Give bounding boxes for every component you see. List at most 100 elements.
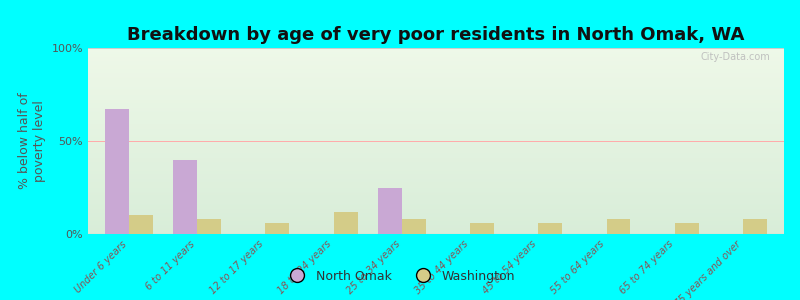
Bar <box>88 220 784 221</box>
Bar <box>88 143 784 144</box>
Bar <box>105 110 129 234</box>
Bar <box>88 49 784 50</box>
Bar <box>88 109 784 110</box>
Bar <box>88 206 784 207</box>
Bar <box>88 58 784 59</box>
Bar <box>88 60 784 61</box>
Title: Breakdown by age of very poor residents in North Omak, WA: Breakdown by age of very poor residents … <box>127 26 745 44</box>
Bar <box>88 165 784 166</box>
Bar <box>88 183 784 184</box>
Bar <box>88 146 784 147</box>
Bar <box>88 64 784 65</box>
Bar <box>88 104 784 105</box>
Bar <box>88 52 784 53</box>
Bar <box>88 84 784 85</box>
Bar <box>88 135 784 136</box>
Bar <box>88 214 784 215</box>
Bar <box>88 210 784 211</box>
Bar <box>88 155 784 156</box>
Bar <box>88 233 784 234</box>
Bar <box>88 132 784 133</box>
Bar <box>88 212 784 213</box>
Bar <box>88 138 784 139</box>
Bar <box>88 73 784 74</box>
Bar <box>88 221 784 222</box>
Bar <box>88 196 784 197</box>
Bar <box>88 74 784 75</box>
Bar <box>88 90 784 91</box>
Bar <box>88 82 784 83</box>
Bar <box>88 68 784 69</box>
Bar <box>88 162 784 163</box>
Bar <box>88 184 784 185</box>
Bar <box>88 190 784 191</box>
Bar <box>88 223 784 224</box>
Bar <box>88 123 784 124</box>
Bar <box>129 215 153 234</box>
Bar <box>88 160 784 161</box>
Bar <box>88 164 784 165</box>
Bar <box>88 97 784 98</box>
Bar <box>88 173 784 174</box>
Bar <box>88 140 784 141</box>
Bar <box>88 176 784 177</box>
Bar <box>88 94 784 95</box>
Bar <box>88 102 784 103</box>
Bar <box>88 71 784 72</box>
Bar <box>88 107 784 108</box>
Bar <box>88 222 784 223</box>
Bar <box>88 115 784 116</box>
Bar <box>88 112 784 113</box>
Bar <box>88 88 784 89</box>
Bar <box>88 113 784 114</box>
Bar <box>88 182 784 183</box>
Bar <box>88 218 784 219</box>
Bar <box>88 228 784 229</box>
Bar <box>88 61 784 62</box>
Bar <box>88 232 784 233</box>
Bar <box>88 126 784 127</box>
Bar <box>88 66 784 67</box>
Bar <box>266 223 290 234</box>
Bar <box>88 198 784 199</box>
Bar <box>88 187 784 188</box>
Bar <box>88 48 784 49</box>
Bar <box>88 55 784 56</box>
Bar <box>88 179 784 180</box>
Bar <box>88 72 784 73</box>
Bar <box>88 105 784 106</box>
Bar <box>88 103 784 104</box>
Bar <box>88 168 784 169</box>
Bar <box>88 124 784 125</box>
Bar <box>334 212 358 234</box>
Bar <box>88 153 784 154</box>
Bar <box>88 197 784 198</box>
Bar <box>88 181 784 182</box>
Bar <box>88 93 784 94</box>
Bar <box>88 96 784 97</box>
Bar <box>88 171 784 172</box>
Bar <box>88 145 784 146</box>
Bar <box>88 172 784 173</box>
Bar <box>88 157 784 158</box>
Bar <box>88 225 784 226</box>
Bar <box>88 209 784 210</box>
Bar <box>88 227 784 228</box>
Bar <box>88 67 784 68</box>
Bar <box>88 177 784 178</box>
Bar <box>88 167 784 168</box>
Bar <box>88 76 784 77</box>
Bar <box>88 208 784 209</box>
Bar <box>88 117 784 118</box>
Bar <box>88 203 784 204</box>
Bar <box>88 56 784 57</box>
Bar <box>402 219 426 234</box>
Bar <box>88 54 784 55</box>
Bar <box>88 69 784 70</box>
Bar <box>88 134 784 135</box>
Bar <box>88 202 784 203</box>
Bar <box>88 92 784 93</box>
Bar <box>88 144 784 145</box>
Bar <box>88 215 784 216</box>
Bar <box>88 139 784 140</box>
